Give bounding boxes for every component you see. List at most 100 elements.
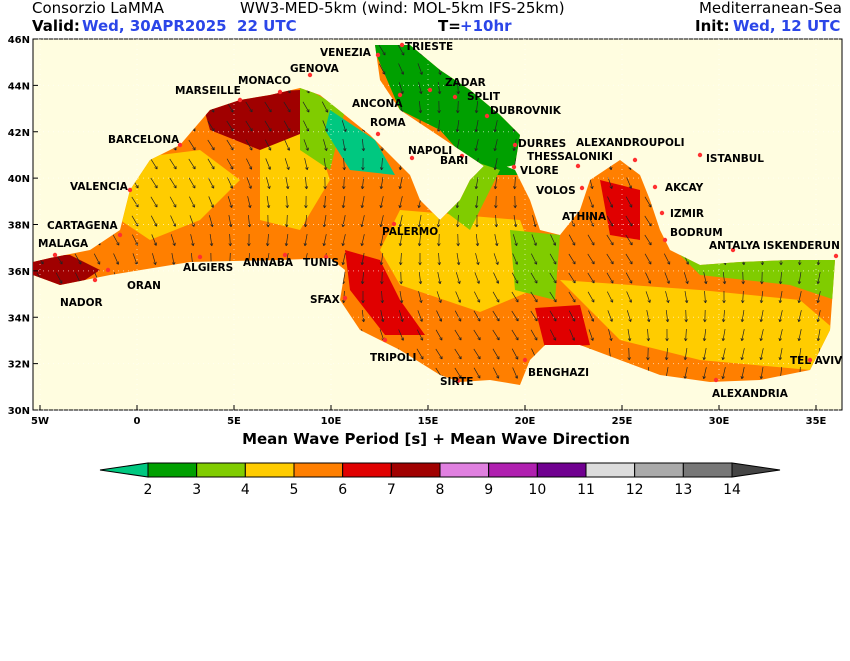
step: +10hr xyxy=(460,17,512,35)
arrow xyxy=(473,367,481,379)
init-label: Init: xyxy=(695,17,730,35)
arrow xyxy=(322,120,328,132)
field-patch xyxy=(300,85,345,170)
arrow xyxy=(342,157,346,171)
arrow xyxy=(360,176,365,190)
city-label: NADOR xyxy=(60,297,103,309)
arrow xyxy=(342,176,346,190)
arrow xyxy=(323,158,328,171)
arrow xyxy=(550,234,557,246)
arrow xyxy=(492,310,500,322)
arrow xyxy=(265,158,271,170)
arrow xyxy=(417,233,422,247)
arrow xyxy=(247,233,251,247)
city-dot xyxy=(659,210,665,216)
city-dot xyxy=(323,254,329,260)
arrow xyxy=(245,139,253,151)
arrow xyxy=(322,195,327,209)
arrow xyxy=(398,329,404,341)
arrow xyxy=(380,310,385,323)
arrow xyxy=(493,120,498,133)
arrow xyxy=(131,196,139,208)
arrow xyxy=(303,120,310,132)
arrow xyxy=(606,215,614,227)
arrow xyxy=(190,234,195,247)
arrow xyxy=(513,215,518,228)
arrow xyxy=(703,290,708,304)
city-label: VENEZIA xyxy=(320,47,372,59)
arrow xyxy=(493,158,498,171)
arrow xyxy=(380,271,384,285)
arrow xyxy=(721,329,726,342)
arrow xyxy=(664,347,669,361)
arrow xyxy=(188,139,196,151)
lon-label: 10E xyxy=(321,416,342,427)
colorbar-label: 5 xyxy=(290,482,299,498)
arrow xyxy=(493,177,498,190)
arrow xyxy=(607,310,613,322)
arrow xyxy=(588,310,595,322)
valid-time: Wed, 30APR2025 22 UTC xyxy=(82,17,297,35)
arrow xyxy=(703,309,707,323)
arrow xyxy=(683,272,689,284)
arrow xyxy=(341,234,346,247)
arrow xyxy=(361,138,366,152)
arrow xyxy=(474,177,479,190)
arrow xyxy=(285,195,289,209)
city-label: ALEXANDROUPOLI xyxy=(576,137,684,149)
city-label: SPLIT xyxy=(467,91,501,103)
arrow xyxy=(473,348,481,360)
arrow xyxy=(341,196,346,209)
arrow xyxy=(759,291,764,304)
arrow xyxy=(511,272,519,284)
arrow xyxy=(530,291,538,303)
city-dot xyxy=(177,142,183,148)
arrow xyxy=(417,63,423,75)
city-label: THESSALONIKI xyxy=(527,151,613,163)
arrow xyxy=(644,196,652,208)
arrow xyxy=(361,290,365,304)
colorbar-label: 9 xyxy=(484,482,493,498)
arrow xyxy=(741,271,745,285)
arrow xyxy=(797,310,802,323)
lon-label: 20E xyxy=(515,416,536,427)
lat-label: 46N xyxy=(8,35,30,46)
field-patch xyxy=(560,280,835,370)
org: Consorzio LaMMA xyxy=(32,0,165,17)
arrow xyxy=(626,177,632,189)
valid-label: Valid: xyxy=(32,17,80,35)
graticule xyxy=(33,38,842,411)
colorbar-box xyxy=(293,462,344,478)
arrow xyxy=(512,253,518,265)
arrow xyxy=(816,272,821,285)
arrow xyxy=(454,367,462,379)
arrow xyxy=(207,139,215,151)
arrow xyxy=(323,139,328,152)
arrow xyxy=(530,272,538,284)
arrow xyxy=(568,291,576,303)
init-time: Wed, 12 UTC xyxy=(733,17,840,35)
arrow xyxy=(644,215,652,227)
arrow xyxy=(342,139,347,152)
arrow xyxy=(284,234,289,247)
arrow xyxy=(437,252,442,266)
arrow xyxy=(93,253,101,265)
arrow xyxy=(493,139,498,152)
arrow xyxy=(665,291,670,304)
city-dot xyxy=(599,212,605,218)
arrow xyxy=(511,291,519,303)
arrow xyxy=(625,272,633,284)
arrow xyxy=(456,81,460,95)
arrow xyxy=(511,348,519,360)
arrow xyxy=(492,329,500,341)
colorbar-label: 12 xyxy=(626,482,644,498)
colorbar-label: 3 xyxy=(192,482,201,498)
arrow xyxy=(646,328,651,342)
colorbar-box xyxy=(488,462,538,478)
arrow xyxy=(702,329,707,342)
arrow xyxy=(171,253,176,266)
city-dot xyxy=(399,42,405,48)
arrow xyxy=(435,329,443,341)
arrow xyxy=(606,234,614,246)
city-dot xyxy=(452,94,458,100)
